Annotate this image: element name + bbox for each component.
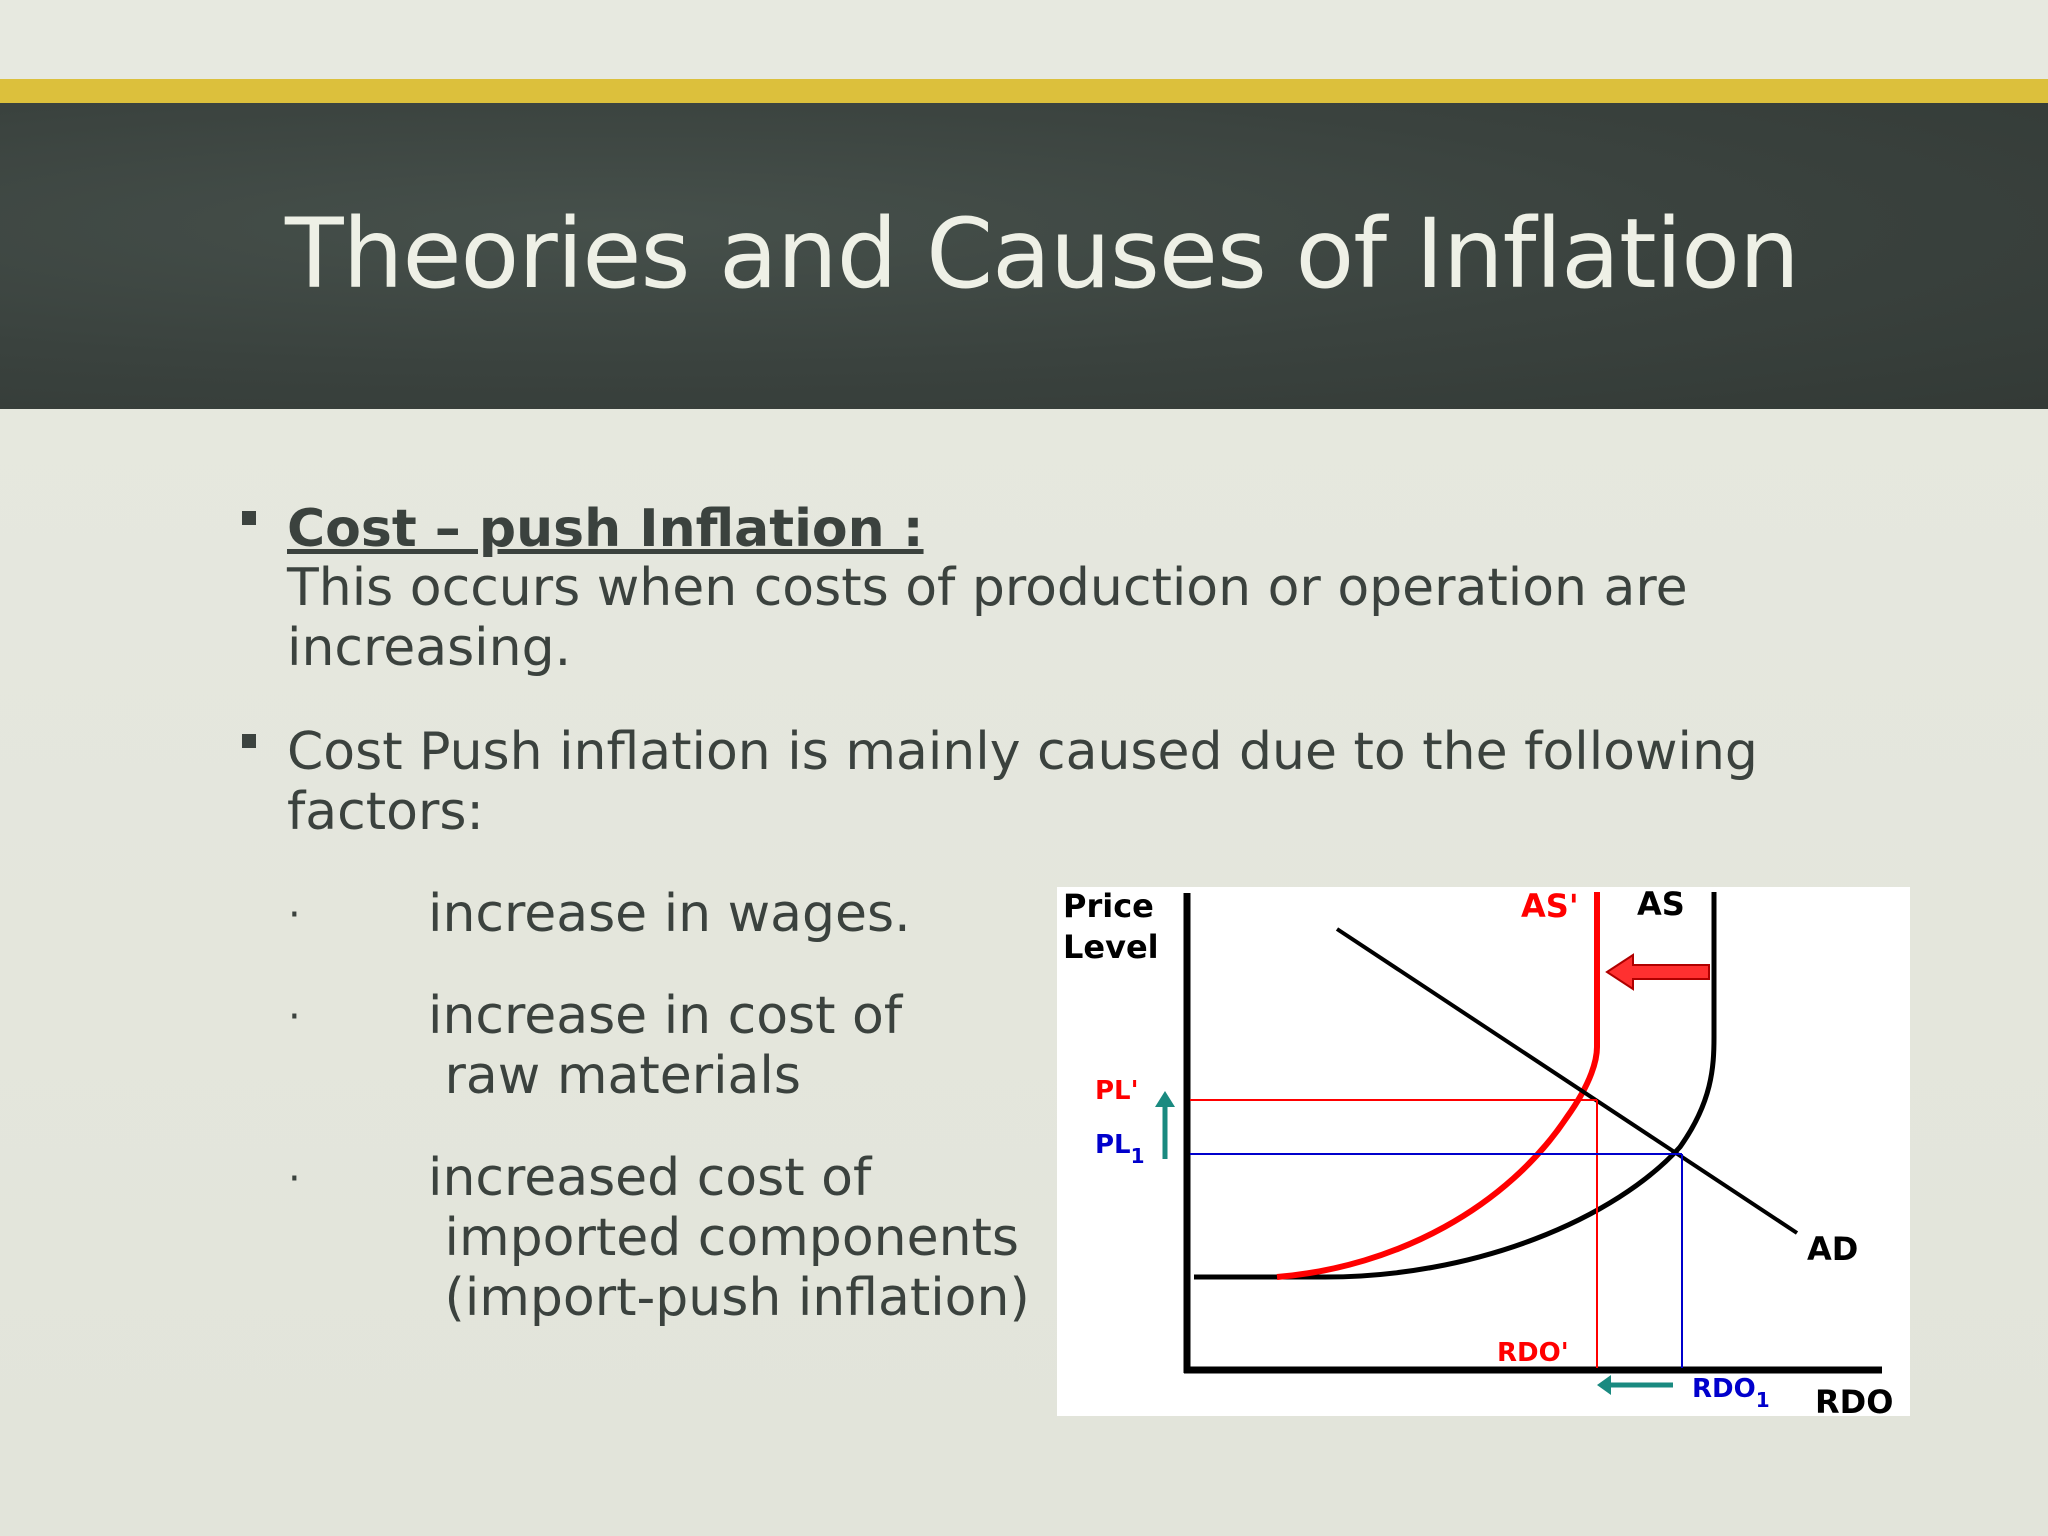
bullet-text: Cost Push inflation is mainly caused due… [287,722,1758,782]
factor-text: increase in cost of [428,986,903,1046]
as-curve [1194,892,1717,1280]
as-label: AS [1637,887,1685,923]
chart-svg: Price Level RDO AS AS' AD PL' PL1 [1063,887,1893,1416]
as-prime-label: AS' [1521,887,1579,925]
cost-push-chart: Price Level RDO AS AS' AD PL' PL1 [1057,887,1910,1416]
bullet-icon [242,734,256,748]
ad-curve [1335,927,1799,1235]
slide-title: Theories and Causes of Inflation [285,198,1800,310]
pl-prime-label: PL' [1095,1076,1139,1106]
factor-dot: · [288,1156,301,1202]
bullet-text: This occurs when costs of production or … [287,558,1688,618]
y-axis-label: Level [1063,928,1159,966]
title-band [0,103,2048,409]
y-axis-label: Price [1063,887,1154,925]
factor-text: imported components [428,1208,1020,1268]
ad-label: AD [1807,1230,1858,1268]
accent-bar [0,79,2048,103]
bullet-text: factors: [287,782,484,842]
factor-dot: · [288,994,301,1040]
rdo-prime-label: RDO' [1497,1338,1569,1368]
bullet-heading: Cost – push Inflation : [287,499,924,559]
factor-text: increase in wages. [428,884,911,944]
as-prime-curve [1276,892,1600,1280]
pl1-label: PL1 [1095,1130,1145,1168]
factor-text: increased cost of [428,1148,872,1208]
factor-text: (import-push inflation) [428,1268,1030,1328]
left-arrow-icon [1597,1375,1611,1395]
factor-dot: · [288,892,301,938]
bullet-icon [242,511,256,525]
shift-arrow-icon [1605,953,1710,991]
bullet-text: increasing. [287,618,572,678]
rdo1-label: RDO1 [1692,1374,1770,1412]
up-arrow-icon [1155,1091,1175,1107]
factor-text: raw materials [428,1046,801,1106]
x-axis-label: RDO [1815,1383,1893,1416]
